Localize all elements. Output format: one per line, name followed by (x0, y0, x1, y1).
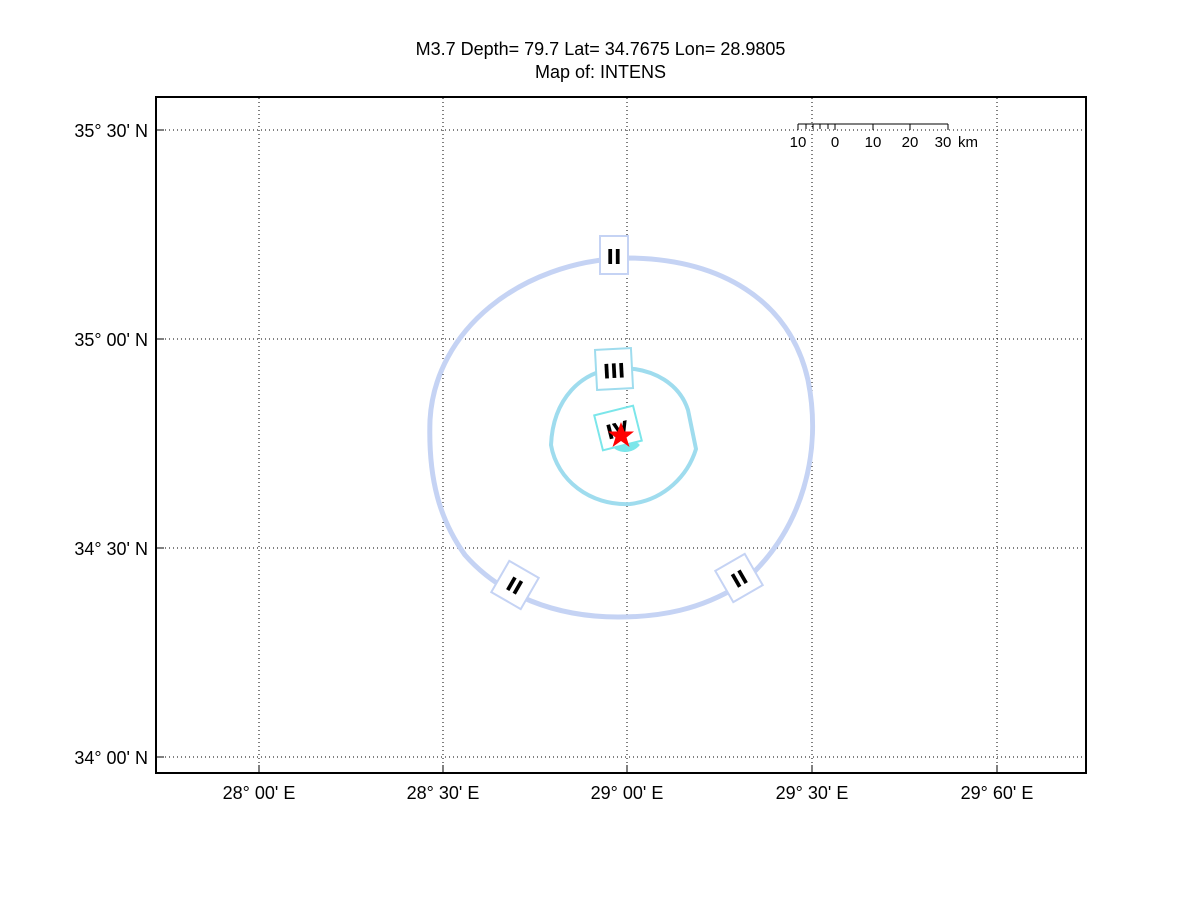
contour-label-iii: III (593, 347, 635, 391)
y-tick-label: 35° 30' N (74, 121, 148, 141)
contour-label-ii-left: II (489, 559, 541, 611)
scale-bar-label: 30 (935, 134, 952, 151)
scale-bar: 10 0 10 20 30 km (790, 123, 978, 151)
scale-bar-label: 10 (790, 134, 807, 151)
x-tick-label: 29° 00' E (591, 783, 664, 803)
x-tick-label: 29° 30' E (776, 783, 849, 803)
map-title: M3.7 Depth= 79.7 Lat= 34.7675 Lon= 28.98… (415, 39, 786, 59)
intensity-contour-iii (549, 366, 698, 507)
x-tick-label: 28° 00' E (223, 783, 296, 803)
x-tick-label: 28° 30' E (407, 783, 480, 803)
contour-label-ii-right: II (713, 552, 765, 604)
scale-bar-unit: km (958, 134, 978, 151)
scale-bar-label: 0 (831, 134, 839, 151)
y-tick-label: 34° 30' N (74, 539, 148, 559)
x-tick-label: 29° 60' E (961, 783, 1034, 803)
svg-text:III: III (602, 358, 626, 383)
svg-text:II: II (607, 245, 622, 269)
y-tick-label: 34° 00' N (74, 748, 148, 768)
scale-bar-label: 20 (902, 134, 919, 151)
tick-marks (156, 129, 998, 773)
scale-bar-label: 10 (865, 134, 882, 151)
y-tick-label: 35° 00' N (74, 330, 148, 350)
intensity-contour-ii (427, 255, 815, 620)
contour-label-ii-top: II (599, 235, 629, 275)
map-subtitle: Map of: INTENS (534, 62, 667, 82)
epicenter-star-icon (608, 422, 634, 447)
